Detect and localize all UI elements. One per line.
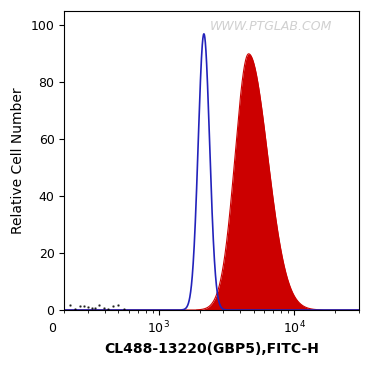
Y-axis label: Relative Cell Number: Relative Cell Number: [11, 87, 25, 234]
X-axis label: CL488-13220(GBP5),FITC-H: CL488-13220(GBP5),FITC-H: [104, 342, 319, 356]
Text: 0: 0: [48, 322, 57, 335]
Text: WWW.PTGLAB.COM: WWW.PTGLAB.COM: [209, 20, 332, 33]
